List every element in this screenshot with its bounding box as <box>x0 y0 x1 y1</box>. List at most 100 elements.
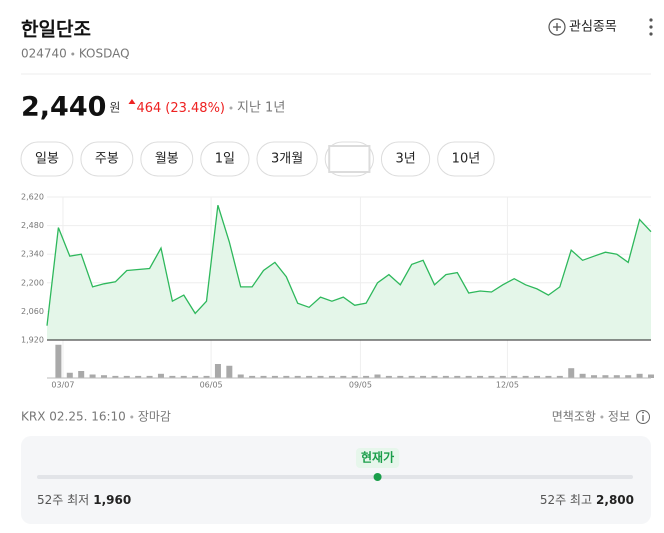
volume-bar <box>260 375 267 378</box>
tab-label[interactable]: 3년 <box>395 152 415 167</box>
tab[interactable]: 일봉 <box>20 141 74 177</box>
volume-bar <box>328 375 335 378</box>
volume-bar <box>78 371 85 378</box>
y-tick-label: 2,200 <box>21 278 44 287</box>
separator <box>130 415 134 419</box>
volume-bar <box>271 375 278 378</box>
period-tabs: 일봉 주봉 월봉 1일 3개월 1년 3년 10년 <box>20 141 495 177</box>
volume-bar <box>157 373 164 378</box>
volume-bar <box>374 374 381 378</box>
volume-bar <box>294 375 301 378</box>
more-menu[interactable] <box>649 18 653 36</box>
watch-button[interactable]: 관심종목 <box>548 18 617 36</box>
period: 지난 1년 <box>237 101 285 116</box>
range: 현재가 <box>356 448 400 481</box>
tab-pill[interactable] <box>437 141 495 177</box>
volume-bar <box>89 374 96 378</box>
disclaimer-link[interactable]: 면책조항 <box>552 409 596 424</box>
plus-icon <box>548 18 566 36</box>
x-tick-label: 03/07 <box>51 381 74 390</box>
info-icon-dot <box>642 411 644 414</box>
high-value: 2,800 <box>596 493 634 507</box>
price-change: 464 (23.48%) <box>136 101 225 116</box>
volume-bar <box>511 375 518 378</box>
high-label: 52주 최고 2,800 <box>540 493 634 507</box>
watch-label[interactable]: 관심종목 <box>569 20 617 35</box>
x-tick-label: 06/05 <box>200 381 223 390</box>
volume-bar <box>363 375 370 378</box>
volume-bar <box>625 375 632 378</box>
volume-bar <box>613 375 620 378</box>
volume-bar <box>499 375 506 378</box>
volume-bar <box>431 375 438 378</box>
up-arrow <box>128 99 136 104</box>
tab[interactable]: 3개월 <box>256 141 318 177</box>
tab[interactable]: 1일 <box>200 141 250 177</box>
volume-bar <box>306 375 313 378</box>
tab[interactable]: 10년 <box>437 141 495 177</box>
separator <box>71 52 75 56</box>
price-area <box>47 205 651 340</box>
volume-bar <box>192 375 199 378</box>
high-caption: 52주 최고 <box>540 493 592 507</box>
price-chart: 1,920 2,060 2,200 2,340 2,480 2,620 03/07 06/05… <box>21 193 654 390</box>
volume-bar <box>602 375 609 378</box>
volume-bar <box>123 375 130 378</box>
tab-label[interactable]: 주봉 <box>95 152 119 167</box>
tab-pill[interactable] <box>20 141 74 177</box>
info-link[interactable]: 정보 <box>608 410 630 424</box>
tab[interactable]: 월봉 <box>140 141 194 177</box>
separator <box>600 415 604 419</box>
price-unit: 원 <box>109 101 120 115</box>
tab-label[interactable]: 3개월 <box>271 152 303 167</box>
source-time: KRX 02.25. 16:10 <box>21 410 126 424</box>
y-tick-label: 1,920 <box>21 336 44 345</box>
y-tick-label: 2,060 <box>21 307 44 316</box>
tab[interactable]: 1년 <box>324 141 374 177</box>
tab-pill[interactable] <box>256 141 318 177</box>
market-status: 장마감 <box>138 410 171 424</box>
menu-dot <box>649 32 653 36</box>
range-box <box>21 436 651 524</box>
current-marker <box>373 473 382 481</box>
y-tick-label: 2,480 <box>21 221 44 230</box>
volume-bar <box>340 375 347 378</box>
separator <box>229 106 233 110</box>
tab-label[interactable]: 월봉 <box>155 152 179 167</box>
menu-dot <box>649 18 653 22</box>
volume-bar <box>283 375 290 378</box>
info-icon[interactable] <box>636 410 650 424</box>
tab-label[interactable]: 일봉 <box>35 152 59 167</box>
volume-bar <box>397 375 404 378</box>
current-caption: 현재가 <box>361 450 394 465</box>
volume-bar <box>351 375 358 378</box>
menu-dot <box>649 25 653 29</box>
y-tick-label: 2,620 <box>21 193 44 202</box>
price: 2,440 <box>21 92 106 123</box>
tab-label[interactable]: 10년 <box>452 152 481 167</box>
volume-bar <box>66 372 73 378</box>
tab-pill[interactable] <box>380 141 431 177</box>
volume-bar <box>556 375 563 378</box>
volume-bar <box>249 375 256 378</box>
volume-bar <box>203 375 210 378</box>
tab[interactable]: 3년 <box>380 141 431 177</box>
volume-bar <box>442 375 449 378</box>
price-line <box>46 205 652 326</box>
tab-pill[interactable] <box>140 141 194 177</box>
volume-bar <box>317 375 324 378</box>
volume-bar <box>488 375 495 378</box>
tab[interactable]: 주봉 <box>80 141 134 177</box>
market: KOSDAQ <box>79 47 130 61</box>
volume-bar <box>55 344 62 378</box>
volume-bar <box>545 375 552 378</box>
volume-bar <box>420 375 427 378</box>
tab-pill[interactable] <box>80 141 134 177</box>
volume-bar <box>591 375 598 378</box>
volume-bar <box>146 375 153 378</box>
volume-bar <box>385 375 392 378</box>
tab-pill[interactable] <box>200 141 250 177</box>
stock-name: 한일단조 <box>21 19 91 41</box>
volume-bar <box>237 374 244 378</box>
tab-label[interactable]: 1일 <box>215 152 235 167</box>
